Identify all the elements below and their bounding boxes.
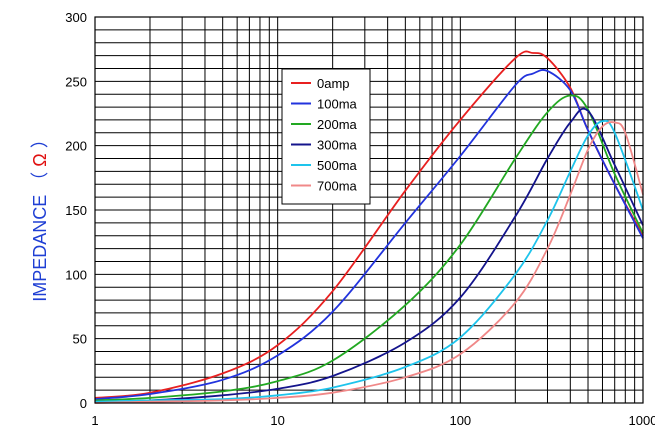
legend-label-200ma: 200ma (317, 117, 358, 132)
y-tick-label: 50 (73, 332, 87, 347)
y-tick-label: 150 (65, 203, 87, 218)
y-tick-label: 200 (65, 139, 87, 154)
y-axis-label: IMPEDANCE （ Ω ） (30, 130, 50, 302)
x-tick-label: 10 (270, 413, 284, 428)
series-line-500ma (94, 119, 644, 403)
series-line-200ma (94, 94, 644, 402)
legend-label-500ma: 500ma (317, 158, 358, 173)
y-tick-label: 0 (80, 396, 87, 411)
series-line-100ma (94, 69, 644, 400)
x-tick-label: 1 (91, 413, 98, 428)
legend-box (281, 68, 371, 205)
legend-label-100ma: 100ma (317, 97, 358, 112)
tick-labels: 1 10 100 1000 0 50 100 150 200 250 300 (65, 10, 655, 428)
plot-area-border (94, 16, 644, 404)
x-tick-label: 100 (449, 413, 471, 428)
legend-label-700ma: 700ma (317, 179, 358, 194)
y-tick-label: 300 (65, 10, 87, 25)
x-tick-label: 1000 (629, 413, 655, 428)
legend-label-300ma: 300ma (317, 138, 358, 153)
y-tick-label: 100 (65, 267, 87, 282)
series-lines (94, 50, 644, 404)
y-axis-label-close-paren: ） (30, 130, 50, 148)
series-line-700ma (94, 121, 644, 404)
y-tick-label: 250 (65, 74, 87, 89)
legend-label-0amp: 0amp (317, 76, 350, 91)
series-line-300ma (94, 107, 644, 403)
y-axis-label-text: IMPEDANCE (30, 195, 50, 302)
legend: 0amp 100ma 200ma 300ma 500ma 700ma (281, 68, 371, 205)
y-axis-label-open-paren: （ (30, 172, 50, 190)
y-axis-label-ohm-symbol: Ω (30, 153, 50, 166)
